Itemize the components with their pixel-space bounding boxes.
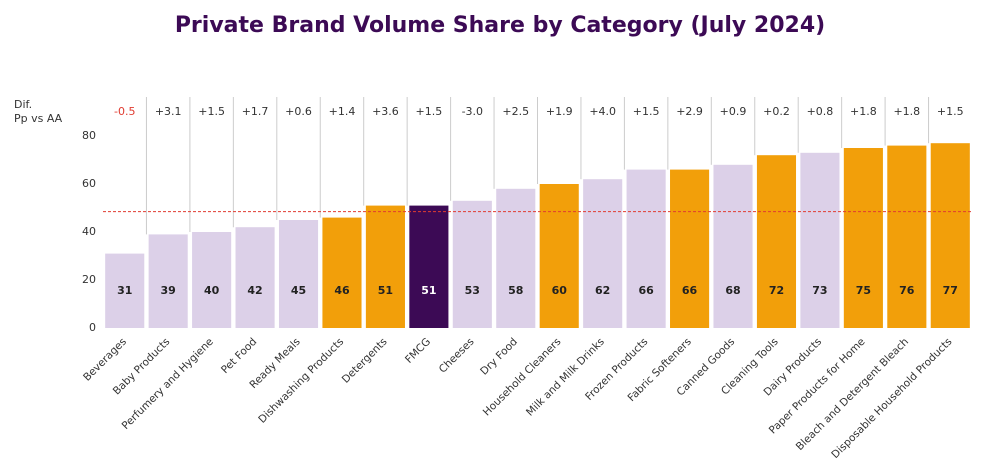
bar — [713, 164, 753, 328]
difference-label: +3.1 — [155, 105, 182, 118]
difference-label: +1.5 — [633, 105, 660, 118]
y-tick-label: 60 — [82, 177, 96, 190]
data-label: 76 — [899, 284, 915, 297]
bar — [235, 227, 275, 328]
data-label: 66 — [682, 284, 698, 297]
data-label: 66 — [638, 284, 654, 297]
difference-label: +0.9 — [720, 105, 747, 118]
y-tick-label: 40 — [82, 225, 96, 238]
bar — [278, 220, 319, 328]
difference-label: -0.5 — [114, 105, 135, 118]
x-tick-label: Perfumery and Hygiene — [120, 336, 216, 432]
bar — [930, 143, 970, 328]
data-label: 62 — [595, 284, 610, 297]
y-tick-label: 20 — [82, 273, 96, 286]
difference-label: +1.8 — [893, 105, 920, 118]
difference-title: Pp vs AA — [14, 112, 63, 125]
difference-label: +1.5 — [416, 105, 443, 118]
x-tick-label: Milk and Milk Drinks — [524, 336, 607, 419]
bar — [148, 234, 188, 328]
difference-label: +1.9 — [546, 105, 573, 118]
bar — [756, 155, 797, 328]
difference-label: +0.8 — [807, 105, 834, 118]
bar — [583, 179, 623, 328]
data-label: 72 — [769, 284, 784, 297]
difference-label: +1.7 — [242, 105, 269, 118]
data-label: 53 — [465, 284, 480, 297]
x-tick-label: Dry Food — [478, 336, 520, 378]
difference-label: -3.0 — [462, 105, 483, 118]
difference-label: +2.5 — [502, 105, 529, 118]
bar — [105, 253, 145, 328]
data-label: 51 — [421, 284, 436, 297]
difference-label: +2.9 — [676, 105, 703, 118]
difference-label: +1.8 — [850, 105, 877, 118]
difference-title: Dif. — [14, 98, 32, 111]
data-label: 31 — [117, 284, 132, 297]
bar — [670, 169, 710, 328]
x-tick-label: FMCG — [403, 336, 433, 366]
data-label: 40 — [204, 284, 220, 297]
difference-label: +1.4 — [329, 105, 356, 118]
data-label: 45 — [291, 284, 306, 297]
difference-label: +1.5 — [937, 105, 964, 118]
bar — [365, 205, 405, 328]
bar — [626, 169, 666, 328]
data-label: 58 — [508, 284, 523, 297]
y-tick-label: 80 — [82, 129, 96, 142]
difference-label: +0.6 — [285, 105, 312, 118]
bar — [322, 217, 362, 328]
data-label: 68 — [725, 284, 740, 297]
bar — [887, 145, 927, 328]
bar — [539, 184, 579, 328]
difference-label: +4.0 — [589, 105, 616, 118]
chart-title: Private Brand Volume Share by Category (… — [175, 13, 825, 38]
x-tick-label: Cheeses — [437, 336, 477, 376]
bar — [409, 205, 449, 328]
x-tick-label: Detergents — [340, 336, 390, 386]
difference-label: +0.2 — [763, 105, 790, 118]
x-tick-label: Pet Food — [219, 336, 259, 376]
difference-label: +1.5 — [198, 105, 225, 118]
data-label: 60 — [552, 284, 568, 297]
difference-label: +3.6 — [372, 105, 399, 118]
data-label: 73 — [812, 284, 827, 297]
data-label: 42 — [247, 284, 262, 297]
data-label: 51 — [378, 284, 393, 297]
bar — [192, 232, 232, 328]
bar — [800, 152, 840, 328]
data-label: 39 — [161, 284, 176, 297]
data-label: 46 — [334, 284, 350, 297]
data-label: 77 — [943, 284, 958, 297]
bar — [843, 148, 883, 328]
x-tick-label: Dishwashing Products — [256, 336, 346, 426]
data-label: 75 — [856, 284, 871, 297]
x-tick-label: Beverages — [81, 336, 129, 384]
x-tick-label: Household Cleaners — [481, 336, 564, 419]
bar — [452, 200, 492, 328]
y-tick-label: 0 — [89, 321, 96, 334]
bar — [496, 188, 536, 328]
